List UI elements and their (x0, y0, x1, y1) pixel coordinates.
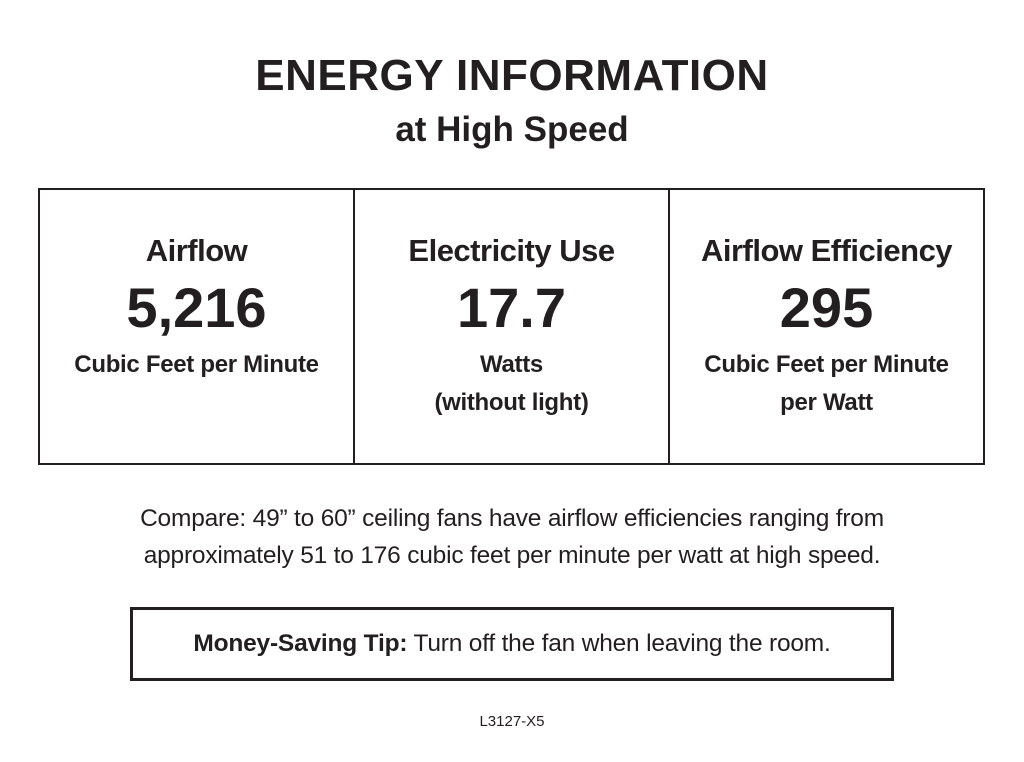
compare-line: approximately 51 to 176 cubic feet per m… (143, 542, 881, 569)
stat-value: 5,216 (126, 276, 267, 339)
stat-label: Electricity Use (408, 233, 615, 268)
stat-unit-line: (without light) (434, 389, 589, 416)
stat-unit-line: Cubic Feet per Minute (704, 351, 949, 378)
stat-label: Airflow Efficiency (700, 233, 953, 268)
tip-text: Turn off the fan when leaving the room. (407, 630, 831, 657)
stat-value: 295 (779, 276, 874, 339)
stat-unit-line: per Watt (780, 389, 873, 416)
label-code: L3127-X5 (479, 713, 545, 730)
label-subtitle: at High Speed (395, 110, 629, 149)
stat-cell-airflow-efficiency: Airflow Efficiency 295 Cubic Feet per Mi… (668, 190, 983, 463)
stat-value: 17.7 (457, 276, 566, 339)
stat-unit: Cubic Feet per Minute (40, 346, 353, 384)
stat-cell-airflow: Airflow 5,216 Cubic Feet per Minute (40, 190, 353, 463)
stat-unit-line: Watts (480, 351, 543, 378)
stat-unit: Watts (without light) (355, 346, 668, 422)
label-title: ENERGY INFORMATION (255, 51, 769, 100)
compare-line: Compare: 49” to 60” ceiling fans have ai… (140, 505, 884, 532)
tip-label: Money-Saving Tip: (193, 630, 408, 657)
money-saving-tip-box: Money-Saving Tip: Turn off the fan when … (130, 607, 894, 681)
stats-table: Airflow 5,216 Cubic Feet per Minute Elec… (38, 188, 985, 465)
stat-label: Airflow (145, 233, 248, 268)
stat-cell-electricity-use: Electricity Use 17.7 Watts (without ligh… (353, 190, 668, 463)
compare-note: Compare: 49” to 60” ceiling fans have ai… (0, 500, 1024, 574)
stat-unit: Cubic Feet per Minute per Watt (670, 346, 983, 422)
stat-unit-line: Cubic Feet per Minute (74, 351, 319, 378)
